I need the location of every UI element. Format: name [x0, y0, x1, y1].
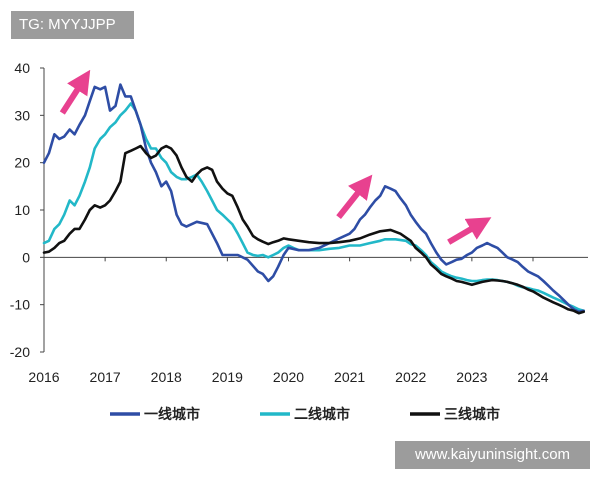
x-tick-label: 2023	[456, 369, 487, 385]
series-line-2	[42, 102, 585, 313]
axes: 40 30 20 10 0 -10 -20 2016 2017 2018 2019 2020 2021 2…	[10, 60, 588, 385]
y-tick-label: -10	[10, 297, 30, 313]
series-line-3	[42, 144, 585, 315]
y-tick-label: 40	[14, 60, 30, 76]
watermark-top: TG: MYYJJPP	[11, 11, 134, 39]
watermark-bottom: www.kaiyuninsight.com	[395, 441, 590, 469]
up-arrow-2	[336, 174, 373, 219]
y-tick-label: 0	[22, 249, 30, 265]
x-tick-label: 2017	[90, 369, 121, 385]
y-tick-label: -20	[10, 344, 30, 360]
legend-label-1: 一线城市	[144, 406, 200, 423]
up-arrow-1	[59, 69, 91, 115]
x-tick-label: 2021	[334, 369, 365, 385]
y-tick-label: 10	[14, 202, 30, 218]
annotation-arrows	[59, 69, 492, 245]
up-arrow-3	[447, 217, 492, 245]
x-tick-label: 2022	[395, 369, 426, 385]
series-line-1	[42, 83, 585, 314]
x-tick-label: 2016	[28, 369, 59, 385]
legend: 一线城市 二线城市 三线城市	[110, 406, 500, 423]
y-tick-label: 20	[14, 155, 30, 171]
x-tick-label: 2024	[517, 369, 548, 385]
y-tick-label: 30	[14, 107, 30, 123]
series-lines	[42, 83, 585, 315]
legend-label-2: 二线城市	[294, 406, 350, 423]
x-tick-label: 2019	[212, 369, 243, 385]
x-tick-label: 2020	[273, 369, 304, 385]
legend-label-3: 三线城市	[444, 406, 500, 423]
x-tick-label: 2018	[151, 369, 182, 385]
